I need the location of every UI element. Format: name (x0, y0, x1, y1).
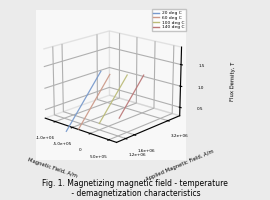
Text: Fig. 1. Magnetizing magnetic field - temperature
 - demagnetization characterist: Fig. 1. Magnetizing magnetic field - tem… (42, 179, 228, 198)
Y-axis label: Applied Magnetic Field, A/m: Applied Magnetic Field, A/m (145, 149, 214, 182)
X-axis label: Magnetic Field, A/m: Magnetic Field, A/m (27, 158, 77, 179)
Legend: 20 deg C, 60 deg C, 100 deg C, 140 deg C: 20 deg C, 60 deg C, 100 deg C, 140 deg C (151, 9, 187, 31)
